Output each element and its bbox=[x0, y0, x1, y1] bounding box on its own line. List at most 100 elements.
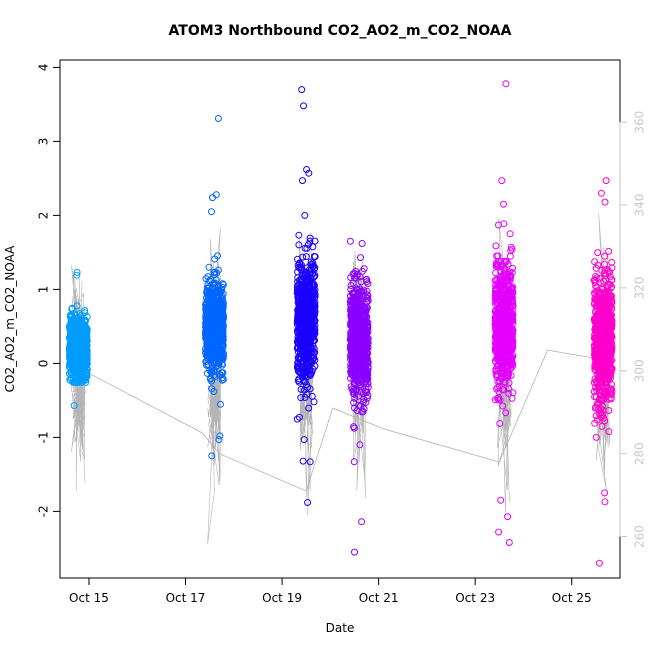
y-tick-label: 4 bbox=[37, 64, 51, 72]
data-point bbox=[363, 298, 370, 306]
data-point-outlier bbox=[300, 436, 308, 444]
data-point bbox=[208, 288, 216, 296]
data-point bbox=[607, 312, 615, 320]
data-point bbox=[303, 364, 311, 372]
data-point-outlier bbox=[303, 166, 311, 173]
data-point bbox=[219, 297, 227, 305]
y-tick-label: 1 bbox=[37, 286, 51, 294]
data-point bbox=[310, 273, 318, 281]
y-right-tick-label: 360 bbox=[633, 111, 647, 134]
data-point bbox=[217, 371, 225, 379]
data-point-outlier bbox=[597, 189, 605, 197]
data-point bbox=[506, 268, 514, 276]
data-point bbox=[492, 282, 500, 289]
data-point bbox=[352, 296, 360, 304]
data-point bbox=[501, 378, 509, 386]
data-point bbox=[294, 299, 302, 307]
data-point bbox=[351, 394, 359, 402]
data-point bbox=[601, 252, 609, 260]
data-point bbox=[608, 381, 615, 389]
data-point bbox=[81, 340, 89, 348]
data-point bbox=[215, 346, 223, 354]
data-point bbox=[81, 309, 89, 317]
data-point bbox=[214, 313, 222, 321]
data-point bbox=[592, 433, 600, 441]
data-point bbox=[351, 308, 359, 316]
data-point bbox=[605, 364, 613, 372]
data-point bbox=[499, 328, 507, 336]
data-point bbox=[309, 243, 317, 251]
data-point bbox=[363, 359, 371, 367]
x-tick-label: Oct 21 bbox=[359, 591, 399, 605]
data-point bbox=[605, 247, 613, 255]
data-point-outlier bbox=[356, 441, 364, 449]
trace-line bbox=[78, 349, 596, 492]
data-point bbox=[496, 420, 504, 427]
data-point bbox=[211, 281, 219, 289]
data-point bbox=[501, 341, 509, 349]
data-point bbox=[69, 378, 77, 386]
data-point bbox=[502, 334, 510, 342]
data-point bbox=[508, 286, 516, 294]
data-point bbox=[608, 258, 616, 266]
data-point bbox=[301, 211, 309, 219]
data-point bbox=[506, 230, 514, 238]
data-point bbox=[355, 383, 363, 391]
y-tick-label: 0 bbox=[37, 360, 51, 368]
data-point bbox=[599, 332, 607, 340]
data-point bbox=[507, 310, 515, 318]
data-point bbox=[607, 325, 615, 333]
data-point bbox=[203, 314, 210, 322]
data-point bbox=[603, 382, 611, 390]
data-point bbox=[205, 263, 213, 271]
data-point bbox=[500, 258, 508, 265]
data-point bbox=[207, 304, 215, 312]
data-point bbox=[347, 296, 355, 304]
data-point bbox=[295, 303, 303, 311]
data-point bbox=[593, 338, 601, 346]
data-point bbox=[601, 333, 609, 341]
data-point bbox=[69, 353, 76, 361]
data-point bbox=[311, 253, 319, 261]
data-point bbox=[215, 349, 223, 357]
data-point-outlier bbox=[504, 513, 512, 521]
data-point bbox=[302, 319, 310, 326]
y-tick-label: -2 bbox=[37, 505, 51, 517]
data-point bbox=[594, 249, 602, 257]
data-point-outlier bbox=[358, 518, 366, 526]
data-point bbox=[507, 334, 515, 342]
data-point bbox=[363, 278, 371, 286]
data-point bbox=[494, 262, 502, 270]
data-point-outlier bbox=[502, 80, 510, 88]
data-point bbox=[304, 279, 312, 286]
data-point bbox=[218, 340, 226, 348]
data-point bbox=[348, 289, 356, 297]
data-point bbox=[306, 385, 314, 393]
data-point bbox=[65, 346, 73, 354]
data-point bbox=[352, 367, 359, 375]
data-point bbox=[495, 362, 503, 369]
data-point bbox=[303, 264, 311, 272]
data-point bbox=[294, 255, 301, 263]
data-point bbox=[601, 354, 609, 362]
data-point bbox=[363, 394, 371, 402]
data-point bbox=[202, 301, 210, 309]
data-point bbox=[73, 367, 81, 375]
data-point bbox=[358, 352, 366, 360]
data-point-outlier bbox=[73, 268, 81, 276]
data-point bbox=[592, 264, 600, 272]
data-point bbox=[211, 279, 219, 287]
data-point-outlier bbox=[602, 177, 610, 185]
data-point bbox=[592, 412, 600, 420]
data-point bbox=[296, 259, 304, 267]
data-point-outlier bbox=[299, 177, 306, 185]
data-point bbox=[600, 389, 608, 397]
data-point-outlier bbox=[351, 548, 358, 556]
data-point bbox=[293, 415, 301, 423]
data-point-outlier bbox=[306, 458, 314, 466]
data-point bbox=[606, 314, 614, 322]
data-point bbox=[504, 353, 512, 361]
x-tick-label: Oct 25 bbox=[552, 591, 592, 605]
data-point bbox=[219, 280, 227, 288]
data-point bbox=[73, 354, 81, 362]
